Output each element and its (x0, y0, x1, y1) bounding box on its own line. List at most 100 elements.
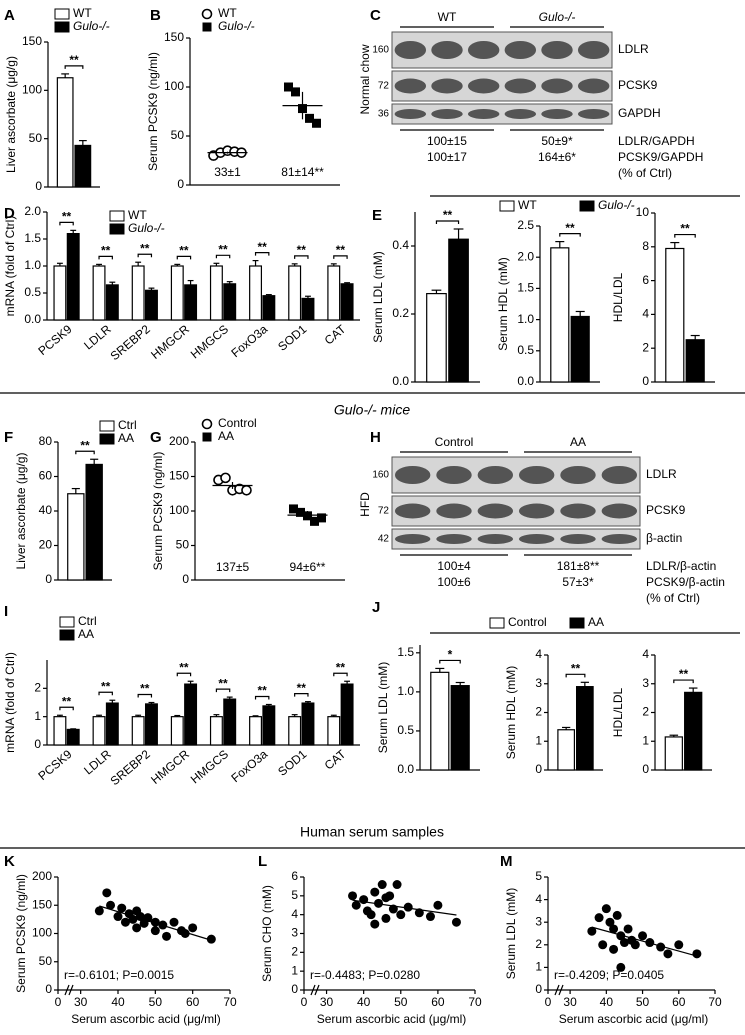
blot-band (518, 503, 555, 519)
molecular-weight: 160 (372, 45, 389, 56)
y-tick-label: 1 (291, 963, 298, 977)
y-axis-label: Serum HDL (mM) (496, 257, 510, 351)
y-tick-label: 2 (535, 705, 542, 719)
y-tick-label: 50 (39, 954, 53, 968)
significance-bracket (98, 691, 113, 696)
point (150, 926, 160, 936)
quant-value: 100±15 (427, 134, 467, 148)
significance: ** (179, 244, 189, 258)
quant-note: (% of Ctrl) (618, 166, 672, 180)
x-tick-label: 60 (186, 995, 200, 1009)
axis-break (554, 984, 564, 996)
blot-band (394, 41, 427, 59)
bar (327, 265, 341, 321)
legend-swatch (99, 420, 115, 432)
y-tick-label: 100 (164, 79, 184, 93)
blot-band (431, 78, 463, 94)
blot-band (467, 109, 500, 119)
point (202, 22, 212, 32)
x-tick-label: 40 (600, 995, 614, 1009)
bar (665, 247, 685, 383)
blot-band (436, 466, 472, 484)
legend-swatch (59, 629, 75, 641)
point (381, 913, 391, 923)
point (106, 900, 116, 910)
point (188, 923, 198, 933)
legend-label: Gulo-/- (128, 221, 165, 235)
molecular-weight: 42 (378, 534, 390, 545)
bar (664, 736, 683, 771)
blot-band (577, 41, 610, 59)
bar (430, 671, 450, 771)
bar (685, 339, 705, 383)
trend-line (99, 905, 212, 941)
x-tick-label: CAT (322, 747, 349, 773)
x-tick-label: SREBP2 (108, 747, 154, 788)
point (169, 917, 179, 927)
significance-bracket (673, 679, 694, 684)
legend-swatch (54, 21, 70, 33)
molecular-weight: 72 (378, 81, 390, 92)
blot-band (504, 109, 537, 119)
y-tick-label: 3 (291, 926, 298, 940)
y-tick-label: 150 (169, 469, 189, 483)
section-title: Gulo-/- mice (334, 402, 410, 418)
blot-label: LDLR (618, 42, 649, 56)
y-tick-label: 0.0 (517, 374, 534, 388)
molecular-weight: 160 (372, 470, 389, 481)
y-axis-label: HDL/LDL (611, 273, 625, 323)
x-tick-label: 30 (320, 995, 334, 1009)
molecular-weight: 36 (378, 109, 390, 120)
point (609, 924, 619, 934)
y-tick-label: 0.2 (392, 306, 409, 320)
x-tick-label: FoxO3a (228, 322, 270, 360)
y-tick-label: 0.4 (392, 238, 409, 252)
bar (56, 77, 74, 188)
blot-label: LDLR (646, 467, 677, 481)
annotation: r=-0.4483; P=0.0280 (310, 968, 420, 982)
blot-band (601, 466, 638, 484)
x-tick-label: HMGCR (148, 322, 192, 362)
bar (209, 716, 223, 746)
point (102, 888, 112, 898)
bar (340, 683, 354, 746)
point (206, 934, 216, 944)
bar (184, 683, 198, 746)
y-tick-label: 200 (32, 869, 52, 883)
y-tick-label: 1.0 (397, 684, 414, 698)
x-tick-label: 70 (708, 995, 722, 1009)
y-tick-label: 6 (291, 869, 298, 883)
point (162, 931, 172, 941)
point (94, 906, 104, 916)
y-tick-label: 50 (176, 538, 190, 552)
significance: ** (258, 684, 268, 698)
y-tick-label: 0 (34, 737, 41, 751)
legend-label: Control (218, 416, 257, 430)
y-tick-label: 1 (535, 733, 542, 747)
blot-band (431, 41, 463, 59)
blot-band (431, 109, 463, 119)
x-tick-label: HMGCS (188, 322, 231, 361)
bar (450, 685, 470, 771)
molecular-weight: 72 (378, 506, 390, 517)
significance: ** (140, 682, 150, 696)
significance-bracket (559, 233, 581, 237)
point (351, 900, 361, 910)
trend-line (591, 926, 698, 957)
y-tick-label: 2.5 (517, 218, 534, 232)
bar (684, 691, 703, 771)
legend-label: WT (73, 6, 92, 20)
significance-bracket (137, 693, 153, 698)
bar (92, 716, 106, 746)
y-tick-label: 5 (535, 869, 542, 883)
axis-break (64, 984, 74, 996)
bar (223, 698, 237, 746)
point (284, 82, 293, 92)
y-tick-label: 0 (35, 179, 42, 193)
panel-letter: H (370, 429, 381, 446)
y-tick-label: 2 (291, 945, 298, 959)
x-tick-label: SREBP2 (108, 322, 154, 363)
blot-band (577, 78, 610, 94)
bar (288, 265, 302, 321)
point (150, 917, 160, 927)
